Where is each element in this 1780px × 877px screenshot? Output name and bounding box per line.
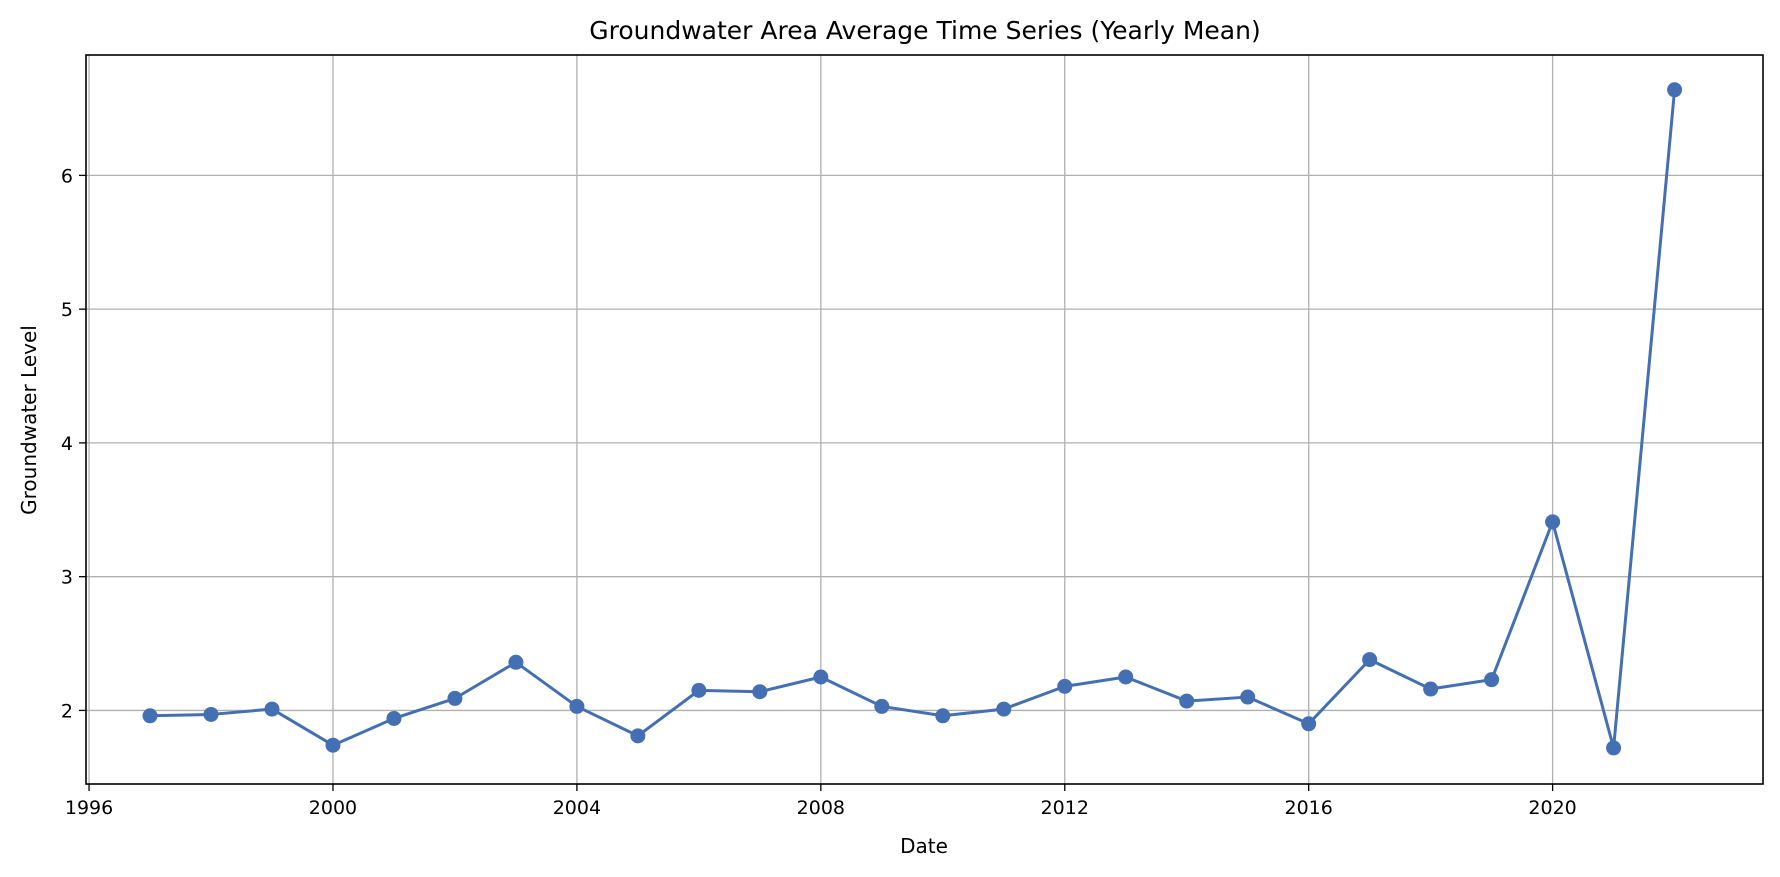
series-layer [142, 82, 1683, 756]
y-tick-label: 2 [61, 700, 73, 722]
data-point [508, 654, 524, 670]
x-axis-label: Date [900, 834, 948, 858]
data-point [1118, 669, 1134, 685]
x-tick-label: 2000 [309, 797, 357, 819]
data-point [1606, 740, 1622, 756]
data-point [264, 701, 280, 717]
data-point [1362, 652, 1378, 668]
x-tick-label: 1996 [65, 797, 113, 819]
y-tick-label: 3 [61, 567, 73, 589]
y-tick-label: 6 [61, 165, 73, 187]
data-point [1057, 678, 1073, 694]
x-tick-label: 2020 [1528, 797, 1576, 819]
axis-ticks: 1996 2000 2004 2008 2012 2016 2020 2 3 4 5 6 [61, 165, 1577, 819]
x-tick-label: 2016 [1285, 797, 1333, 819]
data-point [447, 690, 463, 706]
y-tick-label: 5 [61, 299, 73, 321]
data-point [569, 698, 585, 714]
data-point [203, 706, 219, 722]
series-line [149, 89, 1677, 750]
y-tick-label: 4 [61, 433, 73, 455]
data-point [1423, 681, 1439, 697]
data-point [142, 708, 158, 724]
x-tick-label: 2012 [1041, 797, 1089, 819]
data-point [386, 710, 402, 726]
data-point [1240, 689, 1256, 705]
data-point [813, 669, 829, 685]
data-point [1301, 716, 1317, 732]
data-point [325, 737, 341, 753]
data-point [752, 684, 768, 700]
data-point [1179, 693, 1195, 709]
data-point [1545, 514, 1561, 530]
data-point [874, 698, 890, 714]
y-axis-label: Groundwater Level [17, 325, 41, 515]
data-point [630, 728, 646, 744]
data-point [996, 701, 1012, 717]
data-point [691, 682, 707, 698]
chart-title: Groundwater Area Average Time Series (Ye… [589, 16, 1260, 45]
x-tick-label: 2008 [797, 797, 845, 819]
plot-frame [85, 54, 1764, 785]
data-point [935, 708, 951, 724]
data-point [1484, 672, 1500, 688]
x-tick-label: 2004 [553, 797, 601, 819]
data-point [1667, 82, 1683, 98]
grid [86, 55, 1763, 784]
